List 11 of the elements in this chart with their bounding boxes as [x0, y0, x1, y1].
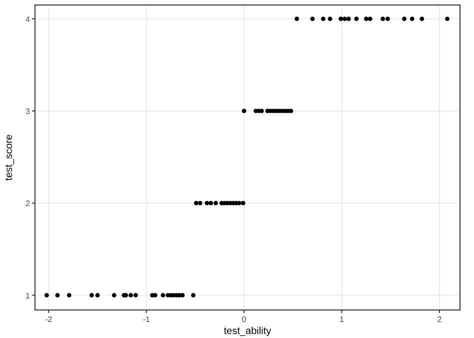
x-tick-label: -1	[142, 315, 150, 324]
y-tick-label: 3	[26, 106, 31, 116]
x-tick-label: 2	[437, 315, 442, 324]
y-tick-label: 4	[26, 14, 31, 24]
x-tick-label: 1	[340, 315, 345, 324]
x-tick-label: -2	[45, 315, 53, 324]
y-axis-title: test_score	[4, 134, 15, 181]
x-axis-title: test_ability	[224, 326, 272, 337]
y-tick-label: 2	[26, 199, 31, 208]
y-tick-label: 1	[26, 291, 31, 300]
x-tick-label: 0	[242, 315, 247, 324]
